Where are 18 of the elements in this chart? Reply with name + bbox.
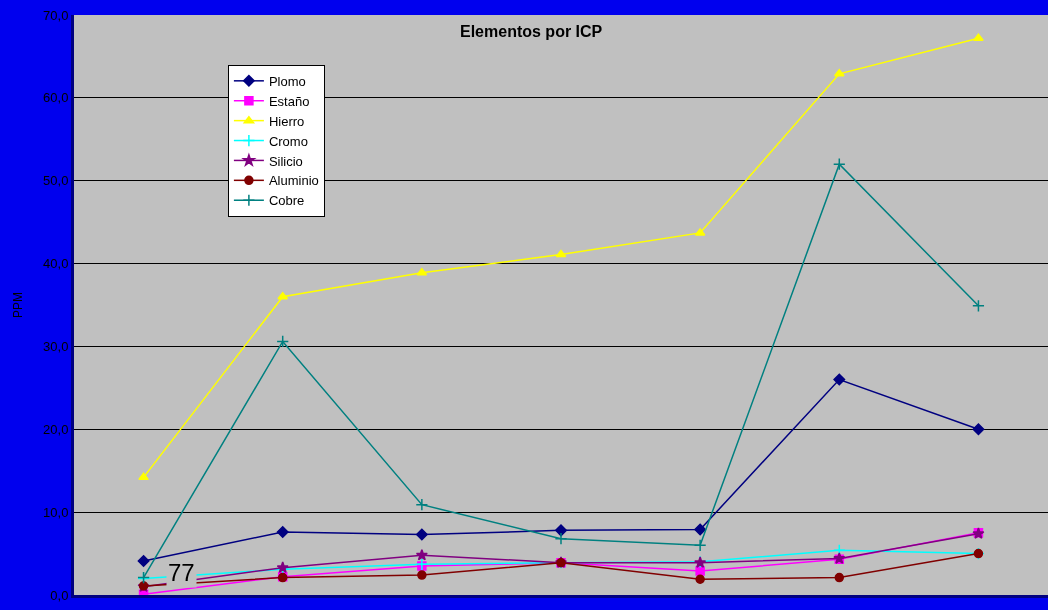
legend-label: Cromo bbox=[268, 133, 308, 149]
legend-label: Aluminio bbox=[268, 173, 319, 189]
y-tick-label: 60,0 bbox=[43, 90, 69, 106]
annotation: 77 bbox=[168, 559, 195, 586]
legend-label: Plomo bbox=[268, 73, 306, 89]
y-tick-label: 30,0 bbox=[43, 338, 69, 354]
y-axis-title: PPM bbox=[11, 291, 26, 319]
legend-label: Hierro bbox=[268, 113, 305, 129]
legend-label: Cobre bbox=[268, 193, 305, 209]
y-tick-label: 20,0 bbox=[43, 421, 69, 437]
y-tick-label: 10,0 bbox=[43, 504, 69, 520]
y-tick-label: 50,0 bbox=[43, 173, 69, 189]
text: Elementos por ICP bbox=[460, 23, 603, 40]
y-tick-label: 0,0 bbox=[50, 587, 69, 603]
legend-label: Estaño bbox=[268, 93, 310, 109]
legend-label: Silicio bbox=[268, 153, 303, 169]
y-tick-label: 40,0 bbox=[43, 256, 69, 272]
y-tick-label: 70,0 bbox=[43, 7, 69, 23]
